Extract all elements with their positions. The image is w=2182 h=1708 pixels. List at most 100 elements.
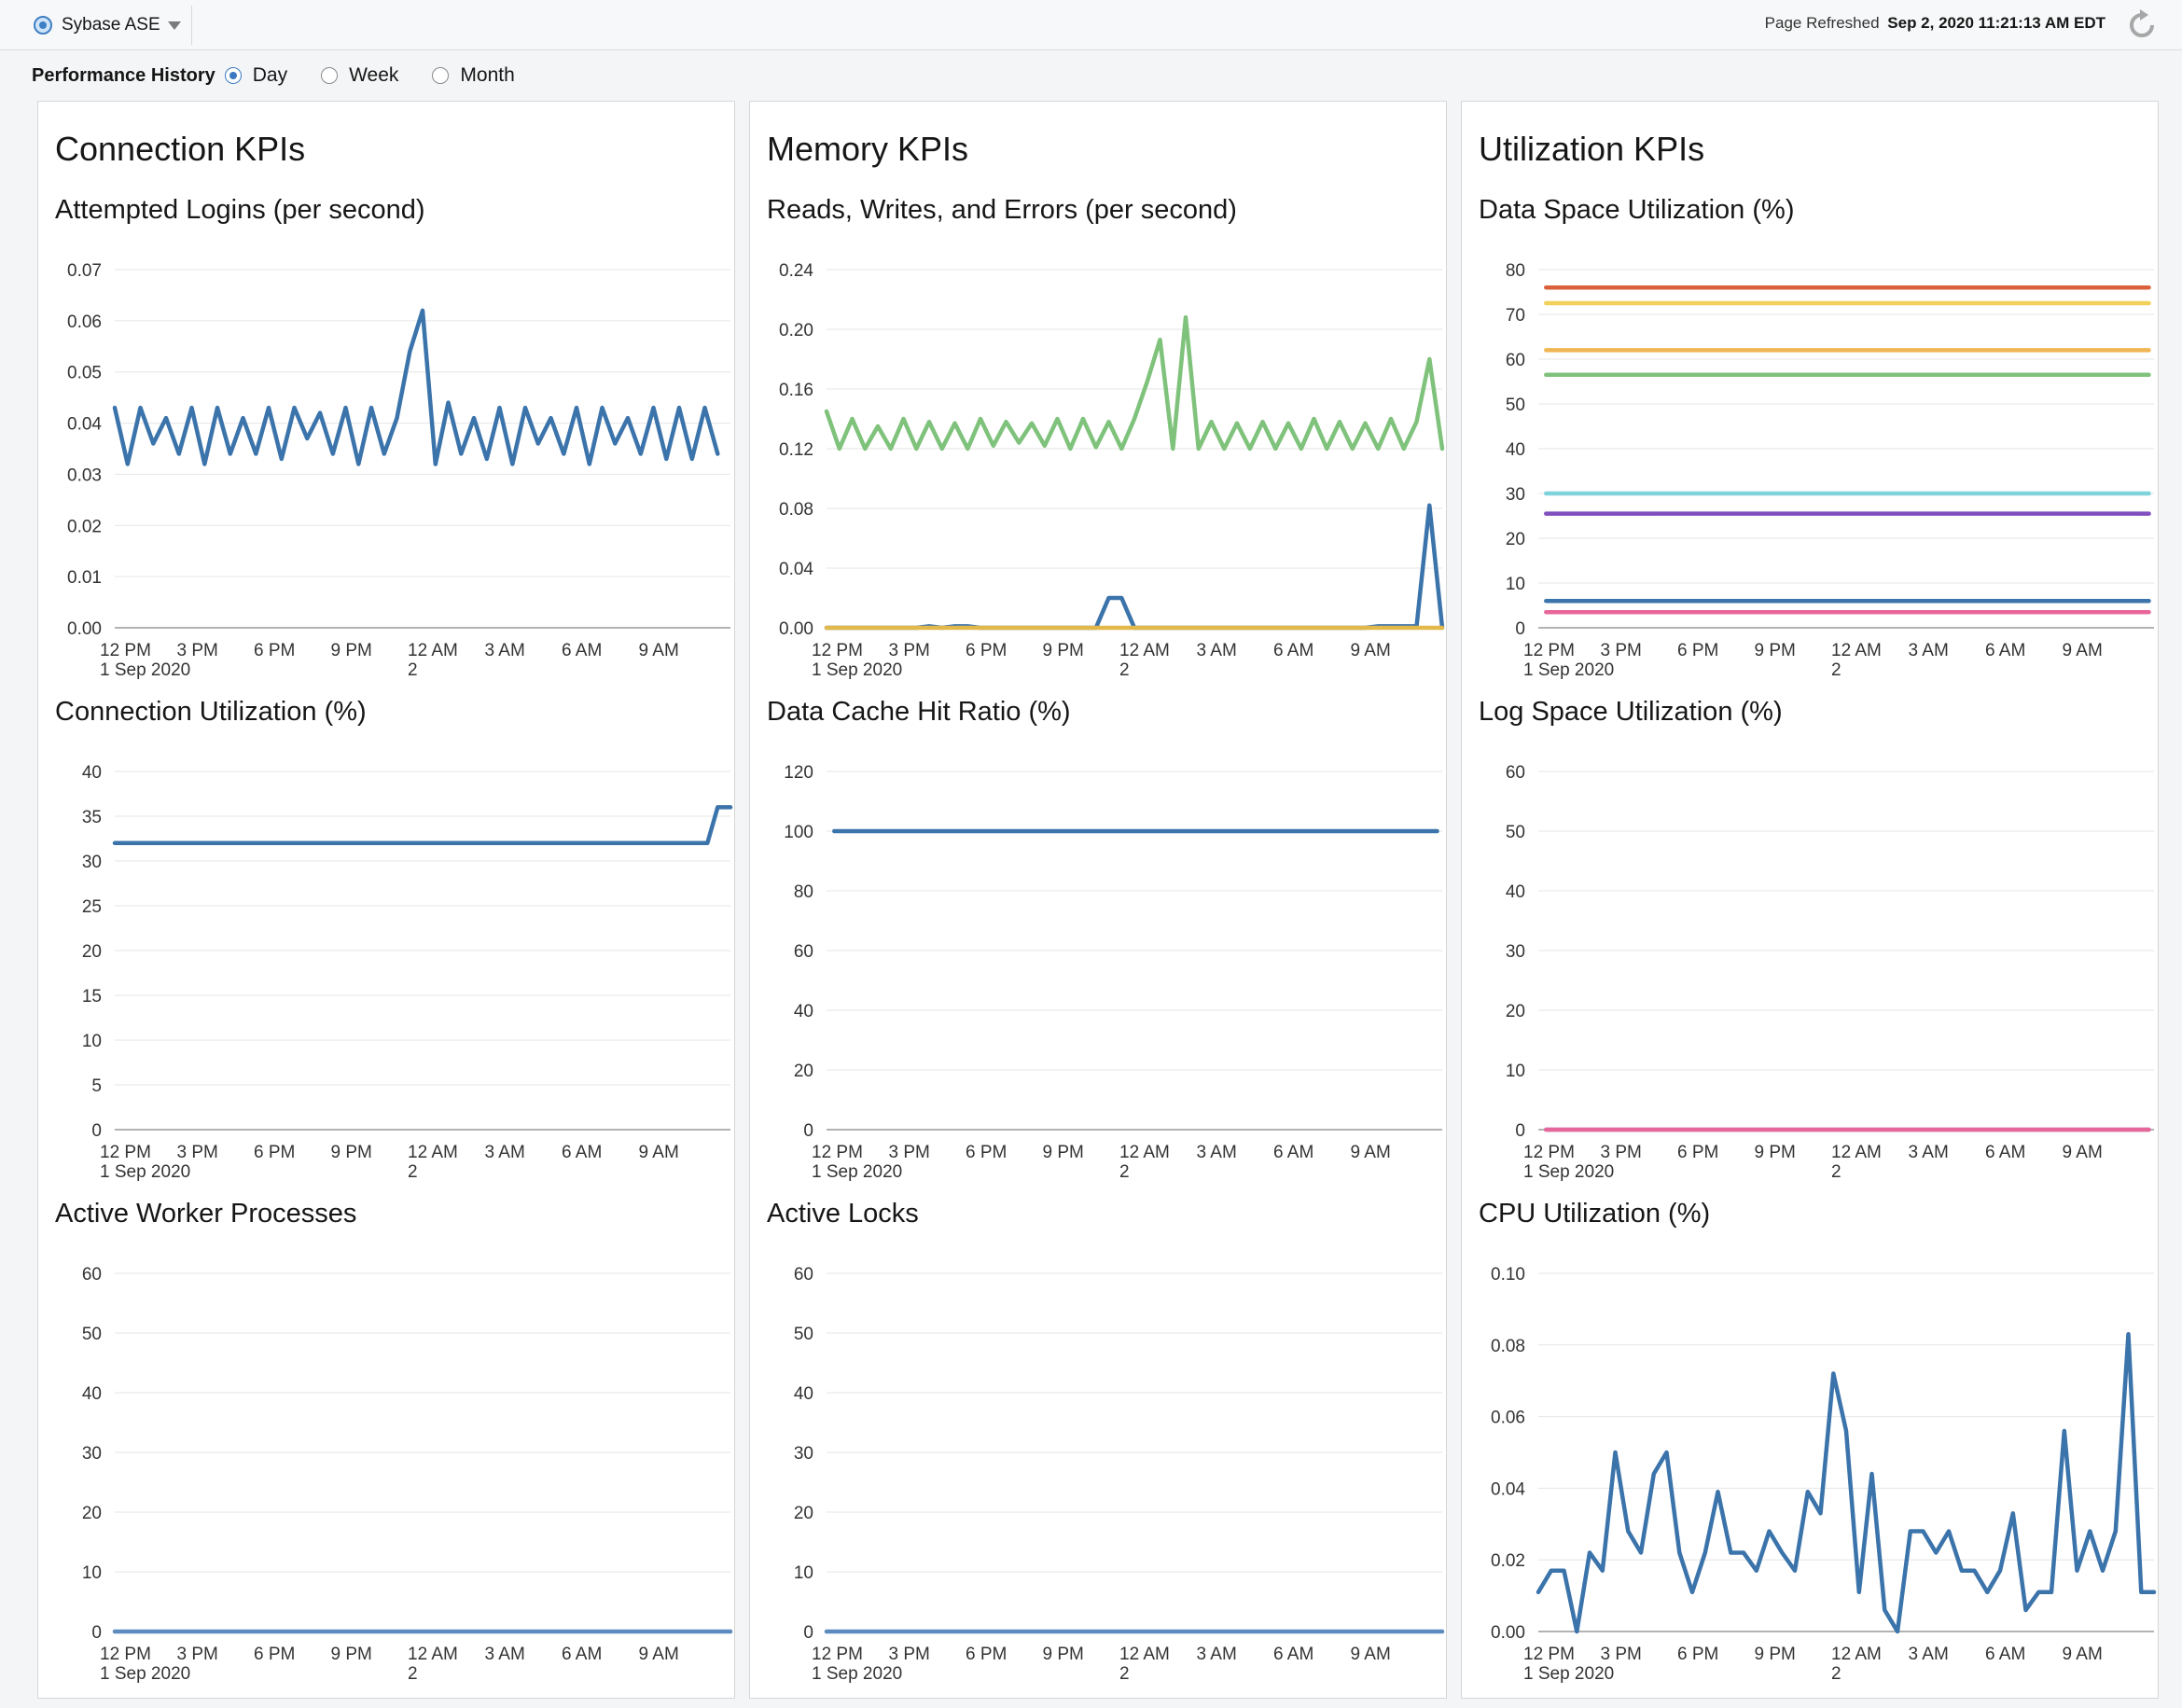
x-tick-label: 6 AM bbox=[562, 1143, 602, 1162]
series-line[interactable] bbox=[112, 308, 720, 466]
x-tick-sublabel: 2 bbox=[1831, 1664, 1841, 1684]
y-tick-label: 60 bbox=[794, 942, 813, 962]
y-tick-label: 60 bbox=[82, 1265, 102, 1284]
y-tick-label: 0 bbox=[91, 1623, 102, 1643]
x-tick-label: 6 AM bbox=[1273, 641, 1313, 660]
x-tick-sublabel: 2 bbox=[408, 1664, 418, 1684]
x-tick-label: 3 PM bbox=[177, 1645, 218, 1664]
x-tick-label: 3 AM bbox=[1197, 641, 1237, 660]
active-worker-processes-chart: Active Worker Processes 0 10 20 30 40 50 60 12 … bbox=[38, 1199, 736, 1684]
panel-title: Connection KPIs bbox=[55, 130, 306, 168]
chevron-down-icon[interactable] bbox=[167, 21, 181, 30]
y-tick-label: 80 bbox=[794, 882, 813, 902]
x-tick-label: 3 AM bbox=[485, 641, 525, 660]
x-tick-sublabel: 1 Sep 2020 bbox=[1523, 660, 1614, 680]
x-tick-label: 9 PM bbox=[1755, 1143, 1796, 1162]
series-line[interactable] bbox=[824, 314, 1445, 451]
x-tick-label: 6 AM bbox=[1273, 1645, 1313, 1664]
radio-icon[interactable] bbox=[432, 67, 450, 84]
x-tick-sublabel: 2 bbox=[408, 660, 418, 680]
x-tick-label: 12 PM bbox=[812, 1143, 863, 1162]
x-tick-label: 12 PM bbox=[1523, 641, 1575, 660]
period-radio-week[interactable]: Week bbox=[321, 64, 398, 87]
chart-title: Active Worker Processes bbox=[55, 1199, 357, 1229]
refresh-icon[interactable] bbox=[2124, 7, 2160, 43]
x-tick-label: 3 AM bbox=[1909, 1143, 1949, 1162]
x-tick-label: 6 PM bbox=[1677, 1143, 1718, 1162]
y-tick-label: 30 bbox=[794, 1444, 813, 1464]
y-tick-label: 5 bbox=[91, 1076, 102, 1096]
y-tick-label: 10 bbox=[1506, 1062, 1525, 1081]
x-tick-label: 9 AM bbox=[2063, 1645, 2103, 1664]
y-tick-label: 0 bbox=[803, 1623, 813, 1643]
x-tick-label: 3 PM bbox=[889, 1645, 930, 1664]
y-tick-label: 50 bbox=[1506, 823, 1525, 842]
y-tick-label: 100 bbox=[784, 823, 813, 842]
x-tick-label: 12 AM bbox=[1119, 641, 1170, 660]
x-tick-sublabel: 2 bbox=[1119, 660, 1130, 680]
y-tick-label: 40 bbox=[82, 763, 102, 783]
y-tick-label: 0.06 bbox=[67, 312, 102, 332]
x-tick-label: 6 AM bbox=[1273, 1143, 1313, 1162]
x-tick-sublabel: 2 bbox=[1831, 660, 1841, 680]
y-tick-label: 35 bbox=[82, 808, 102, 827]
x-tick-sublabel: 1 Sep 2020 bbox=[812, 1162, 902, 1182]
y-tick-label: 50 bbox=[794, 1325, 813, 1344]
chart-title: Data Cache Hit Ratio (%) bbox=[767, 697, 1071, 727]
y-tick-label: 0 bbox=[1515, 619, 1525, 639]
radio-selected-icon[interactable] bbox=[224, 67, 242, 84]
y-tick-label: 0 bbox=[91, 1121, 102, 1141]
y-tick-label: 0.04 bbox=[67, 415, 102, 435]
y-tick-label: 30 bbox=[1506, 942, 1525, 962]
reads-writes-errors-plot: 0.00 0.04 0.08 0.12 0.16 0.20 0.24 12 PM1 Sep 2… bbox=[779, 261, 1445, 680]
x-tick-label: 12 PM bbox=[100, 1143, 151, 1162]
target-status-icon bbox=[34, 16, 52, 35]
chart-title: Attempted Logins (per second) bbox=[55, 195, 425, 225]
y-tick-label: 0.24 bbox=[779, 261, 813, 281]
series-line[interactable] bbox=[824, 503, 1445, 631]
y-tick-label: 60 bbox=[1506, 351, 1525, 370]
x-tick-label: 9 PM bbox=[331, 641, 372, 660]
x-tick-label: 9 AM bbox=[2063, 641, 2103, 660]
data-space-utilization-chart: Data Space Utilization (%) 0 10 20 30 40 50 60… bbox=[1462, 195, 2160, 680]
attempted-logins-plot: 0.00 0.01 0.02 0.03 0.04 0.05 0.06 0.07 12 PM1 S… bbox=[67, 261, 730, 680]
radio-icon[interactable] bbox=[321, 67, 339, 84]
log-space-utilization-chart: Log Space Utilization (%) 0 10 20 30 40 50 60 1… bbox=[1462, 697, 2160, 1182]
x-tick-label: 12 AM bbox=[1831, 1645, 1882, 1664]
period-radio-day[interactable]: Day bbox=[224, 64, 287, 87]
y-tick-label: 120 bbox=[784, 763, 813, 783]
x-tick-label: 3 AM bbox=[1909, 1645, 1949, 1664]
period-radio-month[interactable]: Month bbox=[432, 64, 515, 87]
x-tick-label: 12 PM bbox=[1523, 1645, 1575, 1664]
y-tick-label: 0.16 bbox=[779, 381, 813, 400]
y-tick-label: 0 bbox=[803, 1121, 813, 1141]
x-tick-label: 6 AM bbox=[562, 1645, 602, 1664]
y-tick-label: 0.08 bbox=[1491, 1337, 1525, 1356]
x-tick-label: 12 PM bbox=[100, 641, 151, 660]
y-tick-label: 15 bbox=[82, 987, 102, 1007]
x-tick-label: 3 PM bbox=[1601, 1645, 1642, 1664]
x-tick-label: 12 PM bbox=[812, 641, 863, 660]
series-line[interactable] bbox=[112, 805, 733, 846]
y-tick-label: 0.07 bbox=[67, 261, 102, 281]
y-tick-label: 0.10 bbox=[1491, 1265, 1525, 1284]
x-tick-sublabel: 1 Sep 2020 bbox=[1523, 1162, 1614, 1182]
x-tick-sublabel: 1 Sep 2020 bbox=[100, 660, 190, 680]
target-selector[interactable]: Sybase ASE bbox=[19, 6, 192, 45]
y-tick-label: 70 bbox=[1506, 306, 1525, 326]
y-tick-label: 60 bbox=[1506, 763, 1525, 783]
cpu-utilization-chart: CPU Utilization (%) 0.00 0.02 0.04 0.06 0.08… bbox=[1462, 1199, 2160, 1684]
y-tick-label: 40 bbox=[1506, 440, 1525, 460]
x-tick-sublabel: 1 Sep 2020 bbox=[1523, 1664, 1614, 1684]
y-tick-label: 0.00 bbox=[67, 619, 102, 639]
chart-title: Log Space Utilization (%) bbox=[1479, 697, 1783, 727]
y-tick-label: 60 bbox=[794, 1265, 813, 1284]
series-line[interactable] bbox=[1536, 1332, 2157, 1634]
x-tick-sublabel: 2 bbox=[1831, 1162, 1841, 1182]
memory-kpis-panel: Memory KPIs Reads, Writes, and Errors (p… bbox=[749, 101, 1447, 1699]
y-tick-label: 30 bbox=[1506, 485, 1525, 505]
